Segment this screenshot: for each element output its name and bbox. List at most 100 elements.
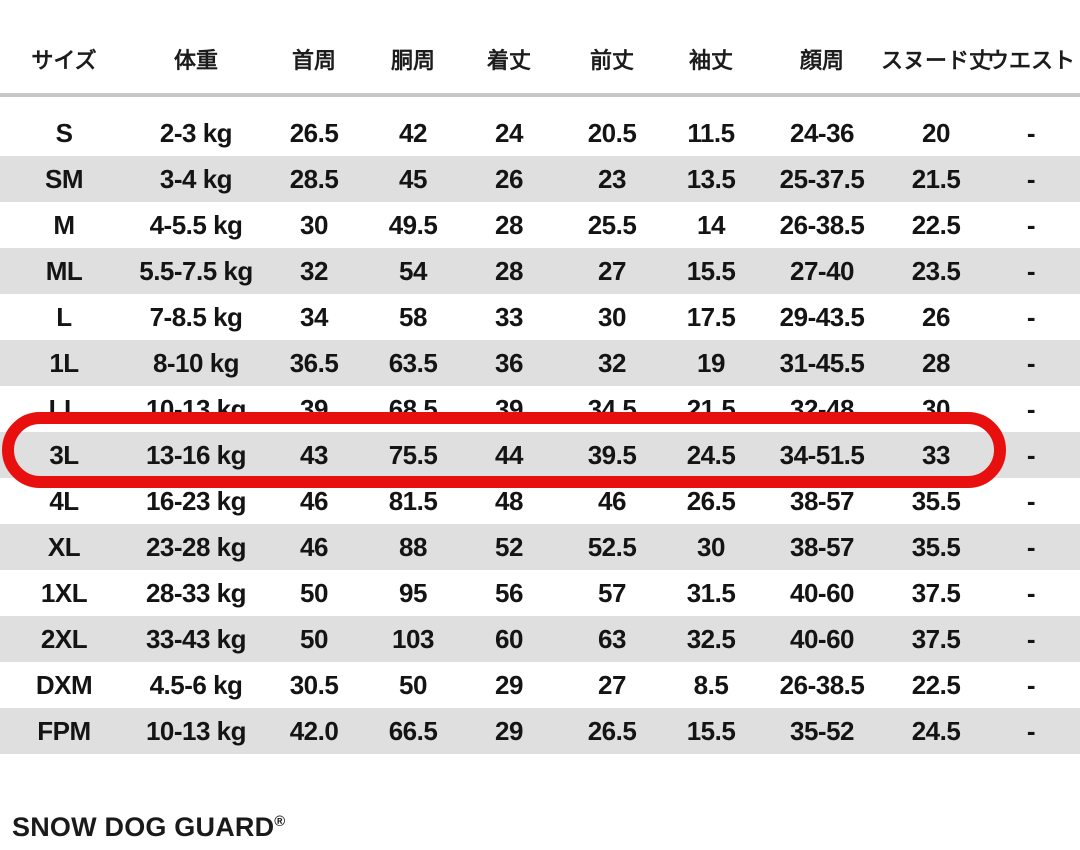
table-cell: 5.5-7.5 kg [139, 255, 253, 286]
table-cell: 28.5 [289, 163, 339, 194]
table-cell: 33 [922, 439, 950, 470]
table-cell: 13-16 kg [145, 439, 247, 470]
table-cell: 58 [399, 301, 427, 332]
table-cell: 10-13 kg [145, 393, 247, 424]
table-cell: 32 [598, 347, 626, 378]
header-divider [0, 93, 1080, 97]
table-cell: 52 [495, 531, 523, 562]
table-cell: 19 [697, 347, 725, 378]
table-cell: 29-43.5 [779, 301, 865, 332]
table-cell: 36 [495, 347, 523, 378]
table-cell: - [1026, 439, 1036, 470]
table-cell: 29 [495, 669, 523, 700]
table-cell: 20 [922, 117, 950, 148]
table-cell: 60 [495, 623, 523, 654]
table-cell: 31-45.5 [779, 347, 865, 378]
table-cell: 33-43 kg [145, 623, 247, 654]
table-cell: 30.5 [289, 669, 339, 700]
table-cell: 34.5 [587, 393, 637, 424]
column-header-5: 前丈 [589, 48, 634, 73]
table-cell: 38-57 [790, 531, 855, 562]
table-cell: 28 [495, 255, 523, 286]
column-header-0: サイズ [31, 48, 97, 73]
table-row-l: L 7-8.5 kg 34 58 33 30 17.5 29-43.5 26 - [0, 294, 1080, 340]
table-cell: 30 [697, 531, 725, 562]
table-cell: 27 [598, 669, 626, 700]
table-cell: 34-51.5 [779, 439, 865, 470]
table-cell: 37.5 [911, 623, 961, 654]
table-cell: 13.5 [686, 163, 736, 194]
table-cell: 52.5 [587, 531, 637, 562]
table-cell: 22.5 [911, 669, 961, 700]
table-cell: 24.5 [911, 715, 961, 746]
table-cell: 50 [399, 669, 427, 700]
table-row-dxm: DXM 4.5-6 kg 30.5 50 29 27 8.5 26-38.5 22.5 - [0, 662, 1080, 708]
table-row-ll: LL 10-13 kg 39 68.5 39 34.5 21.5 32-48 30 - [0, 386, 1080, 432]
table-cell: 21.5 [686, 393, 736, 424]
column-header-4: 着丈 [486, 48, 531, 73]
table-cell: 4.5-6 kg [149, 669, 243, 700]
column-header-7: 顔周 [799, 48, 844, 73]
table-cell: 29 [495, 715, 523, 746]
row-label: 2XL [40, 623, 88, 654]
table-cell: 88 [399, 531, 427, 562]
table-cell: 25-37.5 [779, 163, 865, 194]
table-cell: 24.5 [686, 439, 736, 470]
table-cell: 24 [495, 117, 523, 148]
table-row-2xl: 2XL 33-43 kg 50 103 60 63 32.5 40-60 37.5 - [0, 616, 1080, 662]
table-cell: 35.5 [911, 485, 961, 516]
table-cell: - [1026, 347, 1036, 378]
table-row-xl: XL 23-28 kg 46 88 52 52.5 30 38-57 35.5 - [0, 524, 1080, 570]
table-cell: 54 [399, 255, 427, 286]
table-cell: 35-52 [790, 715, 855, 746]
table-cell: 14 [697, 209, 725, 240]
column-header-8: スヌード丈 [881, 48, 992, 73]
table-cell: 48 [495, 485, 523, 516]
table-cell: 11.5 [687, 117, 735, 148]
table-cell: 22.5 [911, 209, 961, 240]
table-cell: 28 [495, 209, 523, 240]
table-cell: 33 [495, 301, 523, 332]
row-label: S [55, 117, 73, 148]
table-row-ml: ML 5.5-7.5 kg 32 54 28 27 15.5 27-40 23.5 - [0, 248, 1080, 294]
registered-trademark-icon: ® [274, 814, 286, 830]
table-cell: 30 [598, 301, 626, 332]
table-cell: 103 [392, 623, 434, 654]
row-label: 4L [49, 485, 79, 516]
table-row-s: S 2-3 kg 26.5 42 24 20.5 11.5 24-36 20 - [0, 110, 1080, 156]
table-cell: 38-57 [790, 485, 855, 516]
table-cell: 21.5 [911, 163, 961, 194]
row-label: 1L [49, 347, 79, 378]
table-cell: 44 [495, 439, 523, 470]
table-cell: 15.5 [686, 255, 736, 286]
table-cell: 8-10 kg [152, 347, 240, 378]
table-cell: 50 [300, 623, 328, 654]
row-label: DXM [35, 669, 93, 700]
table-cell: 24-36 [790, 117, 855, 148]
row-label: LL [48, 393, 80, 424]
table-cell: 16-23 kg [145, 485, 247, 516]
table-row-fpm: FPM 10-13 kg 42.0 66.5 29 26.5 15.5 35-52 24.5 - [0, 708, 1080, 754]
column-header-3: 胴周 [390, 48, 435, 73]
table-cell: 4-5.5 kg [149, 209, 243, 240]
table-cell: 26 [495, 163, 523, 194]
table-cell: 68.5 [388, 393, 438, 424]
table-cell: 20.5 [587, 117, 637, 148]
table-cell: 63 [598, 623, 626, 654]
row-label: 1XL [40, 577, 88, 608]
table-cell: 26.5 [587, 715, 637, 746]
row-label: 3L [49, 439, 79, 470]
row-label: M [53, 209, 75, 240]
table-cell: 63.5 [388, 347, 438, 378]
table-row-1xl: 1XL 28-33 kg 50 95 56 57 31.5 40-60 37.5 - [0, 570, 1080, 616]
table-cell: 46 [300, 485, 328, 516]
table-cell: 27 [598, 255, 626, 286]
table-cell: 40-60 [790, 577, 855, 608]
table-cell: 42 [399, 117, 427, 148]
table-cell: 32-48 [790, 393, 855, 424]
table-cell: 49.5 [388, 209, 438, 240]
table-cell: 31.5 [686, 577, 736, 608]
table-cell: 23-28 kg [145, 531, 247, 562]
table-cell: - [1026, 393, 1036, 424]
